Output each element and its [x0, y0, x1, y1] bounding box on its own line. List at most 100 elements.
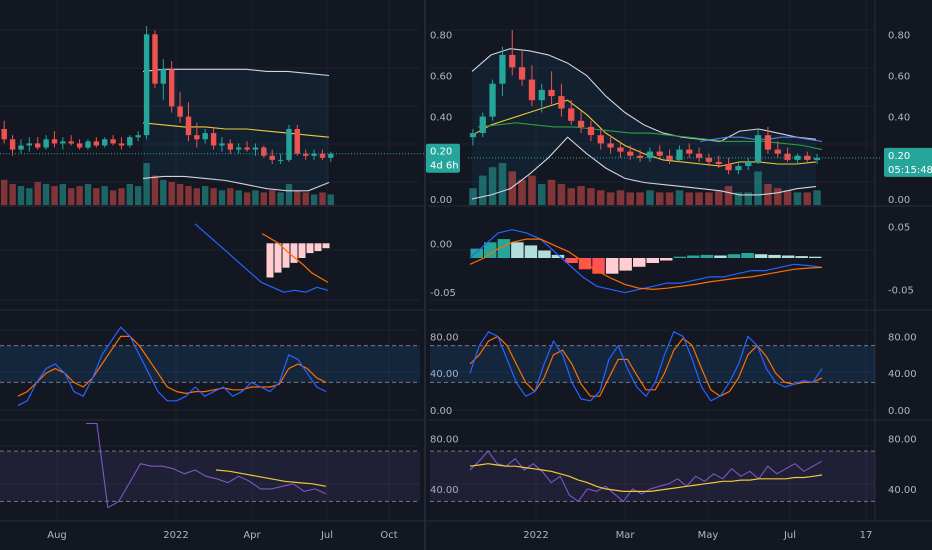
price-tag-countdown: 4d 6h [430, 161, 459, 172]
candle-body [764, 135, 772, 150]
volume-bar [84, 184, 92, 205]
volume-bar [479, 175, 487, 205]
volume-bar [734, 192, 743, 205]
macd-histogram-bar [524, 245, 538, 258]
candle-body [577, 120, 585, 127]
volume-bar [646, 190, 654, 205]
price-axis-label: 0.60 [430, 71, 452, 82]
candle-body [528, 79, 536, 101]
price-tag-value: 0.20 [430, 147, 452, 158]
time-axis-label: Mar [616, 530, 636, 541]
candle-body [548, 89, 555, 97]
stoch-axis-label: 40.00 [430, 369, 459, 380]
candle-body [135, 135, 141, 138]
candle-body [26, 143, 32, 146]
candle-body [252, 147, 259, 150]
volume-bar [109, 190, 117, 205]
candle-body [9, 139, 16, 150]
price-tag [884, 147, 932, 177]
volume-bar [243, 192, 251, 205]
volume-bar [59, 184, 66, 205]
volume-bar [557, 184, 566, 205]
candle-body [735, 166, 742, 171]
rsi-line [86, 422, 327, 509]
candle-body [518, 67, 526, 80]
price-axis-label: 0.80 [430, 30, 452, 41]
time-axis-label: Apr [243, 530, 261, 541]
candle-body [597, 135, 604, 144]
volume-bar [285, 184, 293, 205]
macd-histogram-bar [551, 254, 565, 258]
volume-bar [34, 181, 41, 205]
candle-body [160, 69, 166, 84]
volume-bar [168, 181, 175, 205]
candle-body [236, 147, 242, 150]
volume-bar [294, 190, 301, 205]
candle-body [68, 141, 74, 144]
macd-histogram-bar [687, 255, 700, 258]
time-axis-label: 2022 [163, 530, 188, 541]
volume-bar [695, 192, 703, 205]
candle-body [18, 145, 24, 150]
volume-bar [327, 194, 334, 205]
volume-bar [528, 175, 536, 205]
volume-bar [210, 188, 217, 205]
volume-bar [685, 192, 693, 205]
volume-bar [252, 190, 259, 205]
rsi-axis-label: 80.00 [430, 435, 459, 446]
candle-body [127, 137, 133, 146]
candle-body [499, 54, 506, 84]
volume-bar [202, 186, 209, 205]
macd-histogram-bar [727, 254, 741, 258]
volume-bar [218, 190, 226, 205]
candle-body [311, 153, 317, 156]
candle-body [538, 89, 545, 101]
time-axis-label: Jul [320, 530, 333, 541]
time-axis-label: 17 [860, 530, 873, 541]
volume-bar [310, 194, 318, 205]
stoch-axis-label: 80.00 [888, 332, 917, 343]
time-axis-label: Aug [47, 530, 67, 541]
macd-histogram-bar [290, 243, 298, 263]
volume-bar [135, 186, 142, 205]
price-axis-label: 0.00 [430, 195, 452, 206]
macd-histogram-bar [266, 243, 274, 278]
candle-body [745, 161, 752, 166]
macd-histogram-bar [619, 258, 632, 271]
volume-bar [567, 188, 575, 205]
rsi-ma-line [215, 469, 327, 487]
candle-body [754, 135, 762, 162]
volume-bar [803, 192, 811, 205]
candle-body [813, 157, 821, 160]
volume-bar [715, 190, 723, 205]
macd-histogram-bar [470, 248, 483, 258]
volume-bar [1, 179, 8, 205]
stoch-d-line [469, 335, 823, 397]
volume-bar [151, 175, 159, 205]
candle-body [1, 129, 7, 140]
volume-bar [26, 188, 33, 205]
macd-histogram-bar [314, 243, 322, 252]
candle-body [587, 126, 595, 136]
macd-histogram-bar [795, 256, 808, 258]
candle-body [489, 83, 496, 117]
macd-histogram-bar [306, 243, 314, 254]
stoch-band-fill [0, 345, 420, 383]
macd-histogram-bar [511, 242, 524, 258]
candle-body [627, 151, 634, 156]
volume-bar [193, 188, 200, 205]
macd-axis-label: 0.00 [430, 239, 452, 250]
volume-bar [469, 188, 477, 205]
candle-body [185, 116, 192, 136]
rsi-ma-line [469, 463, 823, 492]
candle-body [568, 108, 575, 121]
macd-histogram-bar [298, 243, 306, 258]
stoch-axis-label: 40.00 [888, 369, 917, 380]
macd-histogram-bar [714, 255, 727, 258]
volume-bar [319, 192, 326, 205]
panels-layer: 0.80 0.60 0.40 0.20 0.00 0.20 4d 6h 0.00 -0.05 80… [0, 26, 932, 541]
